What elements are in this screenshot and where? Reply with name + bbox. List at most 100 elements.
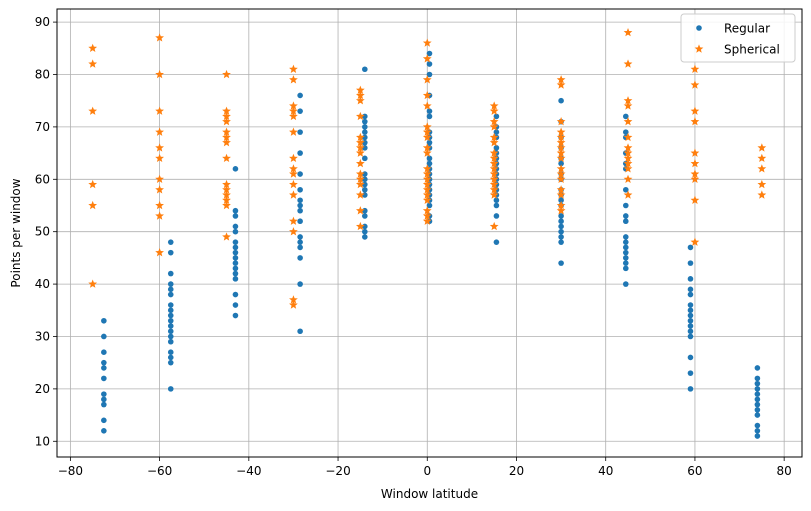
data-point (88, 179, 98, 189)
data-point (754, 407, 761, 413)
data-point (690, 106, 700, 115)
data-point (167, 239, 174, 245)
data-point (355, 90, 365, 100)
data-point (623, 96, 633, 105)
data-point (556, 138, 566, 147)
data-point (690, 80, 700, 89)
data-point (493, 129, 500, 135)
data-point (426, 71, 433, 78)
data-point (489, 179, 499, 189)
data-point (222, 195, 231, 204)
y-tick-label: 80 (35, 67, 50, 81)
data-point (222, 232, 231, 241)
data-point (493, 113, 500, 120)
data-point (558, 213, 564, 219)
data-point (222, 179, 231, 189)
data-point (422, 190, 432, 199)
data-point (167, 312, 174, 319)
data-point (757, 143, 767, 152)
data-point (422, 75, 432, 84)
data-point (155, 69, 164, 79)
data-point (754, 433, 761, 439)
data-point (556, 169, 566, 178)
data-point (297, 171, 303, 177)
data-point (88, 279, 98, 288)
plot-frame (56, 8, 803, 458)
data-point (101, 359, 107, 366)
data-point (232, 276, 239, 282)
data-point (222, 138, 231, 147)
data-point (687, 291, 694, 298)
data-point (623, 190, 633, 199)
data-point (362, 228, 368, 235)
data-point (422, 174, 432, 184)
data-point (297, 239, 303, 245)
y-tick-label: 30 (35, 329, 50, 343)
data-point (556, 148, 566, 157)
data-point (155, 106, 164, 115)
data-point (355, 179, 365, 189)
series-spherical (88, 27, 767, 309)
data-point (355, 96, 365, 105)
data-point (426, 139, 433, 146)
data-point (489, 148, 499, 157)
data-point (622, 265, 629, 272)
data-point (489, 190, 499, 199)
data-point (289, 111, 298, 121)
data-point (232, 312, 239, 319)
data-point (489, 106, 499, 115)
data-point (297, 150, 303, 156)
data-point (355, 85, 365, 94)
data-point (222, 185, 231, 194)
data-point (623, 174, 633, 184)
data-point (558, 234, 564, 240)
data-point (355, 111, 365, 121)
data-point (426, 50, 433, 57)
data-point (556, 132, 566, 142)
data-point (422, 127, 432, 136)
data-point (690, 174, 700, 184)
data-point (297, 244, 303, 251)
x-tick-label: −20 (325, 464, 350, 478)
data-point (101, 375, 107, 382)
data-point (623, 164, 633, 173)
data-point (690, 64, 700, 73)
data-point (355, 169, 365, 178)
data-point (355, 221, 365, 231)
data-point (232, 249, 239, 256)
data-point (222, 132, 231, 142)
data-point (155, 153, 164, 163)
data-point (289, 75, 298, 84)
data-point (687, 260, 694, 266)
data-point (88, 200, 98, 210)
data-point (754, 391, 761, 397)
data-point (155, 127, 164, 136)
data-point (622, 234, 629, 240)
data-point (622, 239, 629, 245)
data-point (493, 239, 500, 245)
data-point (426, 202, 433, 209)
data-point (622, 113, 629, 120)
data-point (622, 260, 629, 266)
data-point (362, 234, 368, 240)
data-point (232, 302, 239, 308)
data-point (232, 270, 239, 277)
data-point (289, 169, 298, 178)
data-point (754, 396, 761, 403)
x-tick-label: 60 (687, 464, 702, 478)
data-point (623, 158, 633, 168)
data-point (101, 317, 107, 324)
data-point (556, 143, 566, 152)
data-point (289, 300, 298, 309)
data-point (422, 148, 432, 157)
data-point (558, 97, 564, 104)
data-point (558, 197, 564, 204)
data-point (222, 117, 231, 126)
data-point (556, 185, 566, 194)
data-point (101, 428, 107, 434)
data-point (232, 265, 239, 272)
data-point (687, 354, 694, 361)
data-point (489, 138, 499, 147)
data-point (623, 27, 633, 37)
data-point (232, 213, 239, 219)
